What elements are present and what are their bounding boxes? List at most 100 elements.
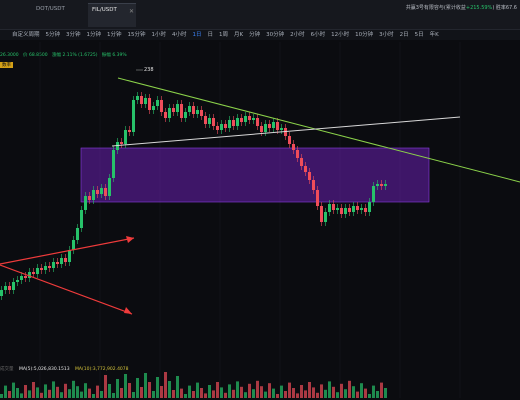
candle-body[interactable]	[308, 172, 311, 180]
candle-body[interactable]	[248, 116, 251, 120]
candle-body[interactable]	[380, 184, 383, 186]
candle-body[interactable]	[40, 268, 43, 270]
candle-body[interactable]	[272, 122, 275, 128]
candle-body[interactable]	[256, 118, 259, 126]
candle-body[interactable]	[28, 272, 31, 278]
candle-body[interactable]	[148, 98, 151, 110]
interval-item[interactable]: 1日	[192, 32, 202, 38]
candle-body[interactable]	[296, 150, 299, 158]
close-icon[interactable]: ✕	[128, 8, 134, 15]
candle-body[interactable]	[96, 190, 99, 194]
candle-body[interactable]	[84, 196, 87, 210]
candle-body[interactable]	[112, 150, 115, 178]
candle-body[interactable]	[64, 258, 67, 262]
candle-body[interactable]	[76, 228, 79, 240]
candle-body[interactable]	[80, 210, 83, 228]
interval-item[interactable]: 1小时	[151, 32, 167, 38]
interval-item[interactable]: 年K	[429, 32, 439, 38]
candle-body[interactable]	[32, 272, 35, 274]
candle-body[interactable]	[212, 118, 215, 126]
candle-body[interactable]	[340, 208, 343, 214]
interval-item[interactable]: 3分钟	[66, 32, 81, 38]
interval-item[interactable]: 1分钟	[107, 32, 122, 38]
interval-item[interactable]: 自定义周期	[12, 32, 40, 38]
interval-item[interactable]: 5分钟	[45, 32, 61, 38]
candle-body[interactable]	[184, 112, 187, 118]
candle-body[interactable]	[316, 190, 319, 206]
candle-body[interactable]	[360, 208, 363, 210]
candle-body[interactable]	[192, 106, 195, 114]
candle-body[interactable]	[52, 262, 55, 268]
candle-body[interactable]	[376, 184, 379, 186]
interval-item[interactable]: 日	[207, 32, 214, 38]
candle-body[interactable]	[356, 206, 359, 210]
candle-body[interactable]	[100, 188, 103, 194]
candle-body[interactable]	[324, 212, 327, 222]
interval-item[interactable]: 4小时	[172, 32, 187, 38]
candle-body[interactable]	[268, 124, 271, 128]
candle-body[interactable]	[384, 184, 387, 186]
candle-body[interactable]	[176, 104, 179, 112]
candle-body[interactable]	[344, 208, 347, 214]
candle-body[interactable]	[216, 126, 219, 130]
candle-body[interactable]	[196, 110, 199, 114]
candle-body[interactable]	[108, 178, 111, 196]
candle-body[interactable]	[260, 126, 263, 132]
interval-item[interactable]: 月K	[234, 32, 244, 38]
candle-body[interactable]	[348, 208, 351, 212]
candle-body[interactable]	[136, 96, 139, 100]
candle-body[interactable]	[252, 118, 255, 120]
candle-body[interactable]	[88, 196, 91, 200]
candle-body[interactable]	[124, 130, 127, 144]
candle-body[interactable]	[228, 120, 231, 128]
candle-body[interactable]	[36, 268, 39, 274]
candle-body[interactable]	[244, 116, 247, 122]
candle-body[interactable]	[180, 104, 183, 118]
candle-body[interactable]	[104, 188, 107, 196]
candle-body[interactable]	[132, 100, 135, 132]
candle-body[interactable]	[224, 124, 227, 128]
candle-body[interactable]	[44, 266, 47, 270]
candle-body[interactable]	[280, 128, 283, 130]
interval-item[interactable]: 1分钟	[86, 32, 102, 38]
interval-item[interactable]: 6小时	[310, 32, 326, 38]
tab-fil-usdt[interactable]: FIL/USDT ✕	[88, 3, 136, 27]
candle-body[interactable]	[20, 276, 23, 280]
candle-body[interactable]	[288, 136, 291, 144]
candle-body[interactable]	[236, 118, 239, 126]
candle-body[interactable]	[168, 108, 171, 118]
candle-body[interactable]	[144, 98, 147, 104]
candle-body[interactable]	[164, 112, 167, 118]
candle-body[interactable]	[352, 206, 355, 212]
arrow-line-down[interactable]	[0, 264, 133, 315]
candle-body[interactable]	[160, 100, 163, 112]
interval-item[interactable]: 1周	[219, 32, 229, 38]
candle-body[interactable]	[128, 130, 131, 132]
candle-body[interactable]	[232, 120, 235, 126]
candle-body[interactable]	[4, 286, 7, 290]
candle-body[interactable]	[92, 190, 95, 200]
candle-body[interactable]	[264, 124, 267, 132]
trendline-white[interactable]	[111, 116, 461, 147]
side-label[interactable]: 数率	[0, 62, 13, 68]
candle-body[interactable]	[172, 108, 175, 112]
candle-body[interactable]	[336, 208, 339, 210]
candle-body[interactable]	[372, 186, 375, 202]
candle-body[interactable]	[364, 208, 367, 212]
interval-item[interactable]: 2小时	[290, 32, 305, 38]
candle-body[interactable]	[320, 206, 323, 222]
interval-item[interactable]: 3小时	[379, 32, 394, 38]
candle-body[interactable]	[48, 266, 51, 268]
price-zone-box[interactable]	[80, 147, 430, 203]
interval-item[interactable]: 5日	[414, 32, 424, 38]
candle-body[interactable]	[208, 118, 211, 124]
candle-body[interactable]	[16, 280, 19, 282]
candle-body[interactable]	[24, 276, 27, 278]
candle-body[interactable]	[68, 250, 71, 262]
arrow-line-up[interactable]	[0, 237, 135, 265]
tab-dot-usdt[interactable]: DOT/USDT	[32, 3, 82, 27]
trendline-resistance[interactable]	[117, 77, 520, 183]
interval-item[interactable]: 分钟	[249, 32, 261, 38]
candle-body[interactable]	[120, 142, 123, 144]
